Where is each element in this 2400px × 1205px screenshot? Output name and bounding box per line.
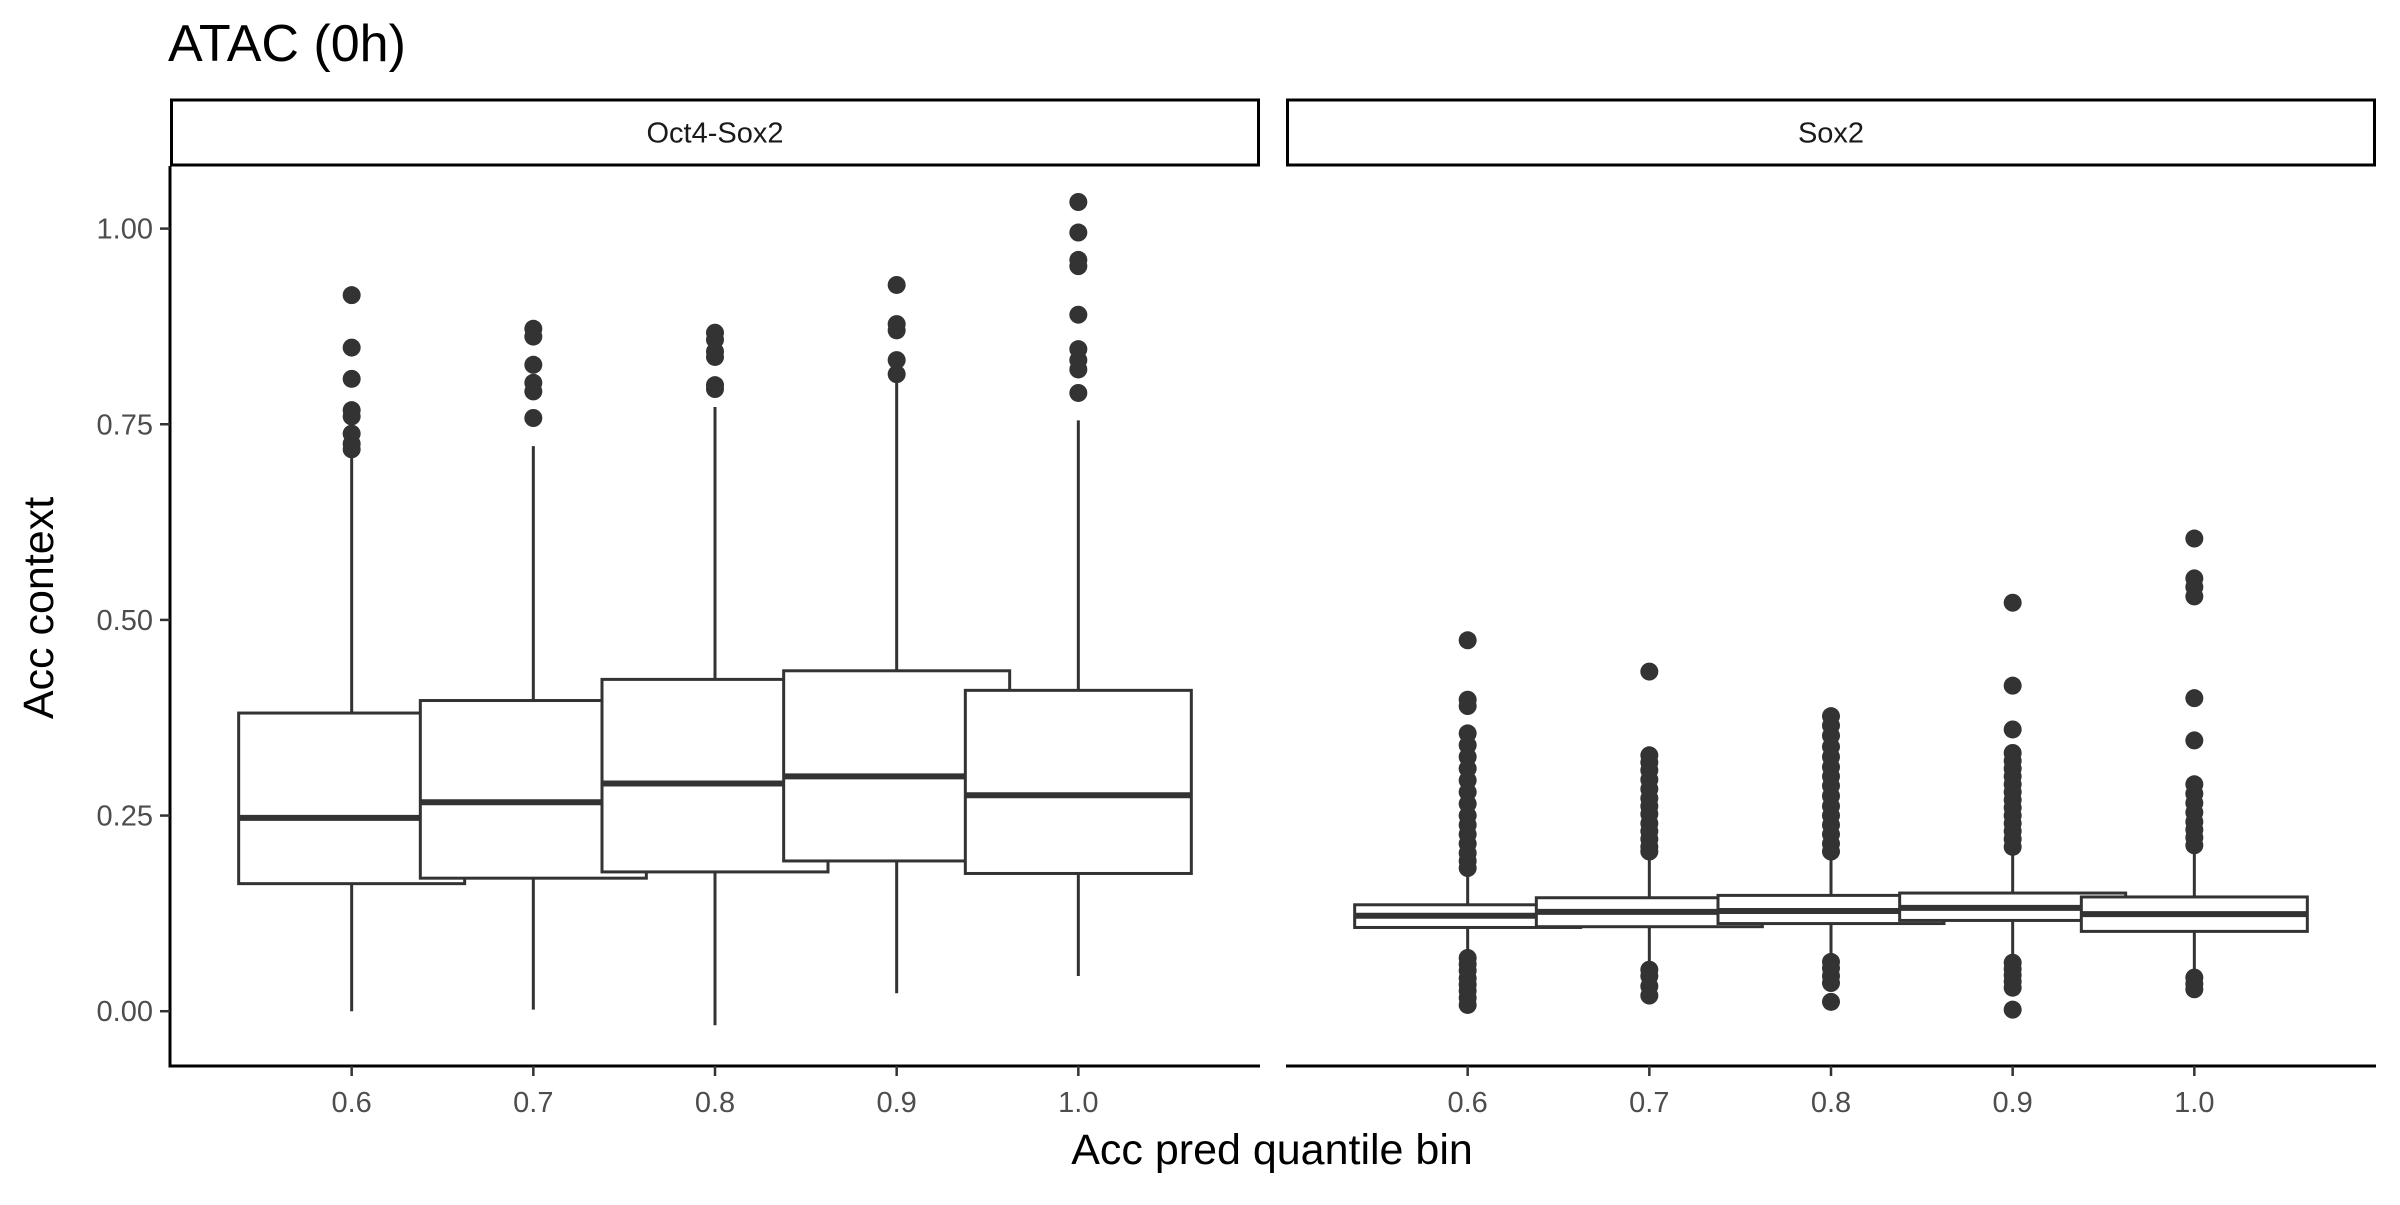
- outlier-point: [2185, 529, 2204, 548]
- outlier-point: [342, 407, 361, 426]
- outlier-point: [887, 365, 906, 384]
- outlier-point: [1640, 662, 1659, 681]
- box-0.7: 0.7: [1534, 662, 1764, 1119]
- outlier-point: [524, 382, 543, 401]
- outlier-point: [2003, 978, 2022, 997]
- outlier-point: [1458, 859, 1477, 877]
- x-tick-label: 0.7: [1629, 1087, 1669, 1119]
- outlier-point: [1822, 974, 1840, 993]
- facet-panels: Oct4-Sox2 0.00 0.25 0.50 0.75 1.00 0.6 0.7 0.8 0.…: [97, 98, 2376, 1119]
- outlier-point: [2003, 593, 2022, 612]
- outlier-point: [2003, 676, 2022, 695]
- x-tick-label: 0.9: [877, 1087, 917, 1119]
- outlier-point: [1458, 995, 1477, 1014]
- outlier-point: [2003, 1000, 2022, 1019]
- outlier-point: [887, 321, 906, 340]
- facet-strip: [170, 98, 1260, 167]
- x-tick-label: 0.7: [513, 1087, 553, 1119]
- outlier-point: [524, 327, 543, 346]
- x-tick-label: 1.0: [2174, 1087, 2214, 1119]
- x-tick-label: 0.6: [1448, 1087, 1488, 1119]
- facet-panel-oct4-sox2: Oct4-Sox2 0.00 0.25 0.50 0.75 1.00 0.6 0.7 0.8 0.…: [97, 98, 1260, 1119]
- outlier-point: [1822, 992, 1840, 1011]
- outlier-point: [887, 351, 906, 370]
- y-axis-title: Acc context: [15, 497, 63, 719]
- outlier-point: [2185, 587, 2204, 606]
- outlier-point: [1822, 842, 1840, 861]
- box-iqr: [963, 688, 1193, 875]
- outlier-point: [1069, 193, 1088, 211]
- x-tick-label: 0.8: [1811, 1087, 1851, 1119]
- facet-strip-label: Oct4-Sox2: [647, 118, 784, 150]
- outlier-point: [1069, 223, 1088, 242]
- outlier-point: [887, 275, 906, 294]
- outlier-point: [1458, 631, 1477, 650]
- box-0.9: 0.9: [1898, 593, 2128, 1119]
- y-tick-label: 0.75: [97, 409, 153, 441]
- y-tick-label: 0.25: [97, 801, 153, 833]
- facet-strip: [1286, 98, 2376, 167]
- x-tick-label: 0.6: [332, 1087, 372, 1119]
- outlier-point: [2185, 980, 2204, 999]
- outlier-point: [342, 440, 361, 459]
- y-tick-label: 0.50: [97, 605, 153, 637]
- outlier-point: [2003, 837, 2022, 856]
- facet-panel-sox2: Sox2 0.6 0.7 0.8 0.9 1.0: [1286, 98, 2376, 1119]
- facet-strip-label: Sox2: [1798, 118, 1864, 150]
- box-1.0: 1.0: [2079, 529, 2309, 1119]
- outlier-point: [524, 409, 543, 427]
- outlier-point: [524, 355, 543, 374]
- outlier-point: [2003, 720, 2022, 739]
- outlier-point: [706, 380, 724, 399]
- outlier-point: [342, 338, 361, 357]
- outlier-point: [1640, 986, 1659, 1005]
- outlier-point: [1069, 257, 1088, 276]
- outlier-point: [342, 286, 361, 305]
- box-1.0: 1.0: [963, 193, 1193, 1119]
- outlier-point: [2185, 689, 2204, 708]
- outlier-point: [2185, 731, 2204, 750]
- outlier-point: [1069, 305, 1088, 324]
- outlier-point: [1458, 697, 1477, 715]
- x-tick-label: 1.0: [1058, 1087, 1098, 1119]
- box-0.6: 0.6: [1353, 631, 1583, 1119]
- outlier-point: [342, 369, 361, 388]
- outlier-point: [2185, 836, 2204, 855]
- outlier-point: [1069, 383, 1088, 402]
- x-tick-label: 0.8: [695, 1087, 735, 1119]
- x-tick-label: 0.9: [1993, 1087, 2033, 1119]
- y-tick-label: 1.00: [97, 214, 153, 246]
- outlier-point: [1640, 842, 1659, 861]
- chart-title: ATAC (0h): [168, 15, 406, 73]
- x-axis-title: Acc pred quantile bin: [1071, 1126, 1473, 1174]
- outlier-point: [1069, 360, 1088, 379]
- outlier-point: [706, 347, 724, 366]
- y-tick-label: 0.00: [97, 996, 153, 1028]
